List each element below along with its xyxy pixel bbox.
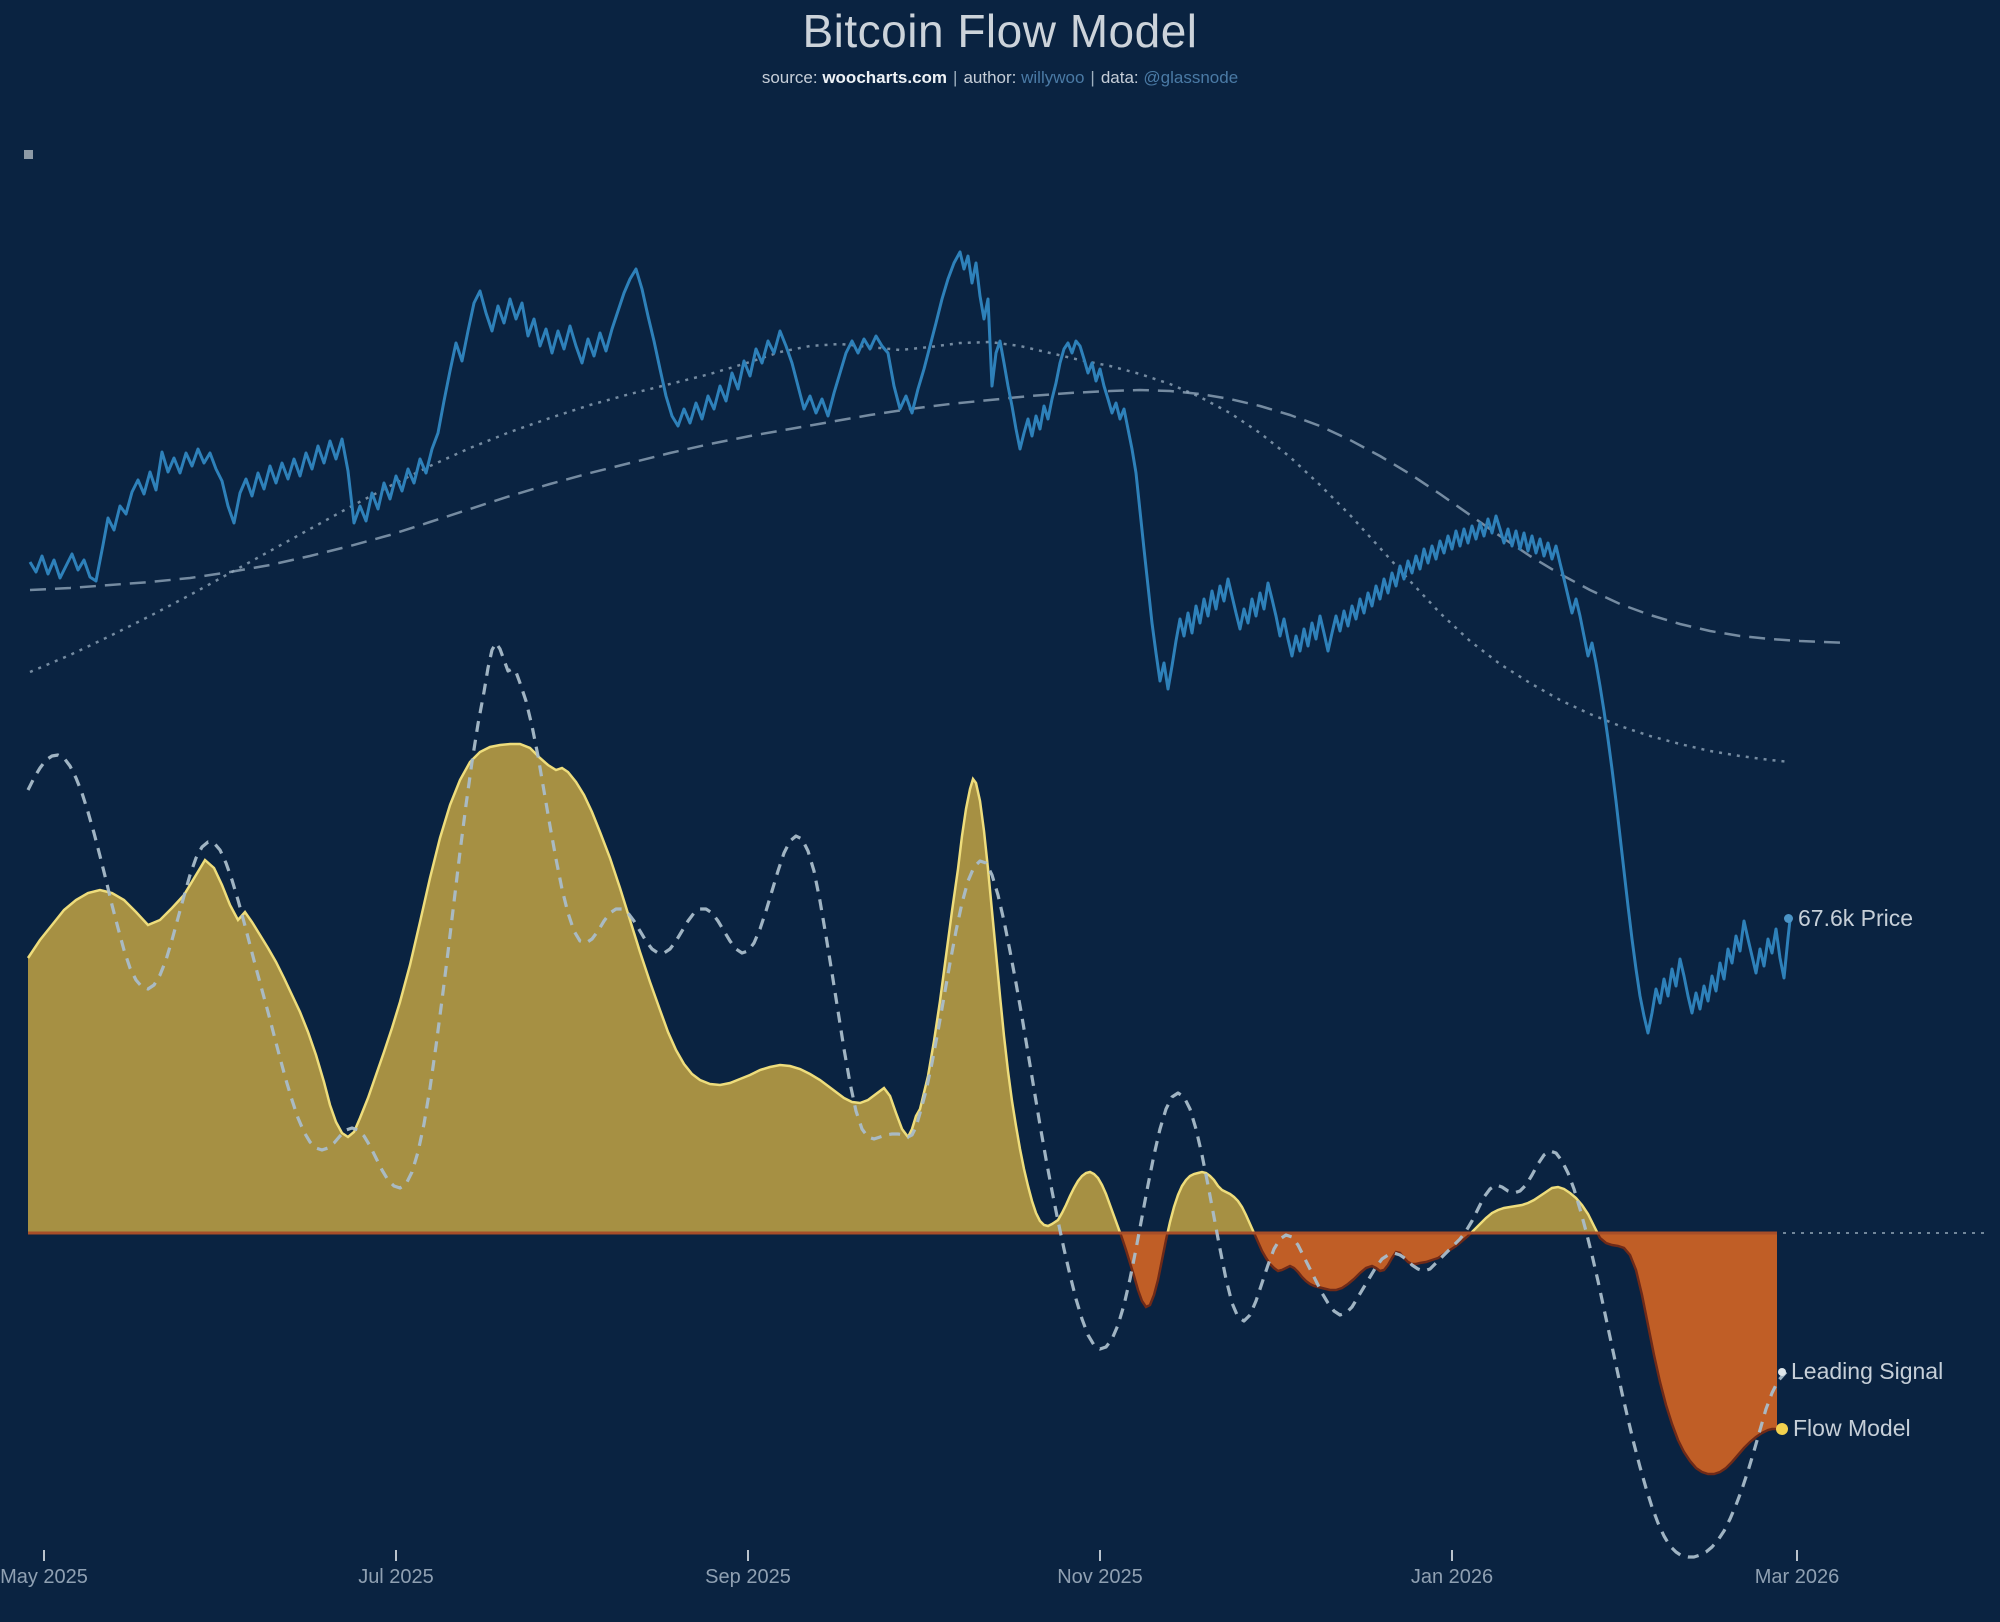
page-title: Bitcoin Flow Model (802, 5, 1198, 57)
x-axis-tick (1451, 1550, 1453, 1561)
x-axis-label: Nov 2025 (1057, 1566, 1143, 1588)
source-name: woocharts.com (822, 68, 948, 87)
x-axis-tick (1796, 1550, 1798, 1561)
chart-marker-dot (24, 150, 33, 159)
source-prefix: source: (761, 68, 818, 87)
data-source-link[interactable]: @glassnode (1143, 68, 1239, 87)
x-axis-label: Mar 2026 (1754, 1566, 1840, 1588)
x-axis-tick (395, 1550, 397, 1561)
x-axis-label: Jan 2026 (1410, 1566, 1494, 1588)
data-prefix: data: (1100, 68, 1139, 87)
author-link[interactable]: willywoo (1021, 68, 1085, 87)
subtitle-separator-2: | (1090, 68, 1095, 87)
x-axis-label: May 2025 (0, 1566, 88, 1588)
chart-subtitle: source: woocharts.com | author: willywoo | d… (0, 68, 2000, 88)
x-axis-tick (747, 1550, 749, 1561)
x-axis-label: Jul 2025 (358, 1566, 434, 1588)
x-axis-label: Sep 2025 (705, 1566, 791, 1588)
x-axis-tick (1099, 1550, 1101, 1561)
x-axis-tick (43, 1550, 45, 1561)
author-prefix: author: (963, 68, 1017, 87)
subtitle-separator: | (953, 68, 958, 87)
chart-header: Bitcoin Flow Model source: woocharts.com… (0, 0, 2000, 88)
